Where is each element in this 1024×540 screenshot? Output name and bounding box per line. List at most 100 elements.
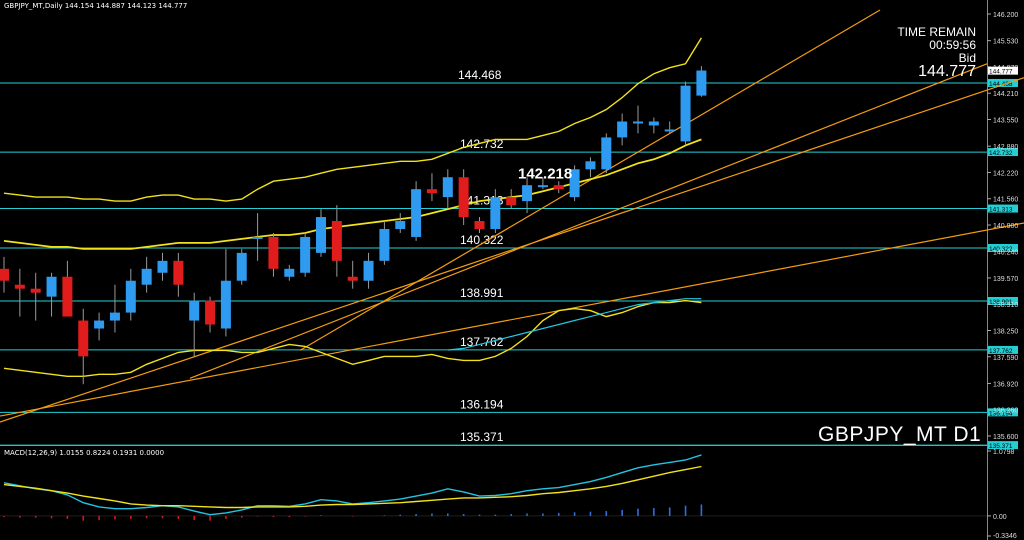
- level-tag-label: 136.194: [989, 410, 1013, 417]
- time-remain-value: 00:59:56: [929, 38, 976, 52]
- bid-label: Bid: [958, 51, 976, 65]
- level-label: 135.371: [460, 430, 504, 444]
- candle-bear: [62, 276, 73, 317]
- macd-signal-line: [3, 465, 702, 509]
- axis-tick-label: 137.590: [993, 355, 1018, 362]
- candle-bear: [268, 236, 279, 269]
- macd-axis-label: 1.0798: [993, 449, 1015, 456]
- candle-bull: [284, 268, 295, 277]
- candle-bear: [14, 284, 25, 289]
- axis-tick-label: 145.530: [993, 39, 1018, 46]
- candle-bull: [379, 228, 390, 261]
- candle-bull: [236, 252, 247, 281]
- candlesticks: [0, 66, 707, 385]
- candle-bull: [569, 169, 580, 198]
- macd-pane: 1.0798 0.00 -0.3346: [0, 449, 1017, 540]
- axis-tick-label: 138.910: [993, 302, 1018, 309]
- indicator-overlays: [3, 37, 702, 377]
- candle-bull: [664, 129, 675, 132]
- level-label: 138.991: [460, 286, 504, 300]
- lower-band-line: [3, 299, 702, 377]
- candle-bull: [633, 121, 643, 124]
- middle-band-line: [3, 138, 702, 250]
- time-remain-label: TIME REMAIN: [897, 25, 976, 39]
- level-tag: [988, 345, 1018, 354]
- axis-tick-label: 140.240: [993, 249, 1018, 256]
- level-tag-label: 144.468: [989, 81, 1013, 88]
- symbol-watermark: GBPJPY_MT D1: [818, 423, 982, 446]
- macd-label: MACD(12,26,9) 1.0155 0.8224 0.1931 0.000…: [4, 449, 165, 457]
- level-tag: [988, 244, 1018, 253]
- current-price-tag: [988, 66, 1018, 75]
- price-annotation: 142.218: [518, 166, 572, 183]
- symbol-period: GBPJPY_MT,Daily: [4, 2, 63, 10]
- candle-bull: [316, 217, 326, 253]
- candle-bear: [205, 300, 216, 325]
- candle-bull: [680, 85, 691, 142]
- trend-line: [0, 222, 1024, 417]
- candle-bull: [252, 236, 263, 239]
- candle-bull: [46, 276, 57, 297]
- annotations: 142.218: [518, 166, 572, 183]
- candle-bull: [585, 161, 596, 170]
- candle-bear: [331, 221, 342, 261]
- level-tag: [988, 441, 1018, 450]
- candle-bull: [109, 312, 120, 321]
- candle-bull: [363, 260, 374, 281]
- axis-tick-label: 135.600: [993, 434, 1018, 441]
- candle-bull: [411, 189, 422, 237]
- axis-tick-label: 144.210: [993, 91, 1018, 98]
- ohlc-values: 144.154 144.887 144.123 144.777: [64, 2, 188, 10]
- moving-average-line: [447, 298, 702, 351]
- chart-header-info: GBPJPY_MT,Daily 144.154 144.887 144.123 …: [4, 2, 187, 10]
- candle-bear: [347, 276, 358, 281]
- axis-tick-label: 140.900: [993, 223, 1018, 230]
- candle-bear: [506, 197, 517, 206]
- level-tag: [988, 296, 1018, 305]
- candle-bear: [30, 288, 41, 293]
- candle-bull: [125, 280, 136, 313]
- candle-bull: [537, 185, 548, 188]
- candle-bear: [474, 221, 485, 229]
- candle-bear: [426, 189, 437, 194]
- axis-tick-label: 146.200: [993, 12, 1018, 19]
- axis-tick-label: 136.920: [993, 381, 1018, 388]
- candle-bull: [141, 268, 152, 285]
- candle-bear: [458, 177, 469, 218]
- candle-bull: [648, 121, 659, 126]
- candle-bull: [601, 137, 612, 170]
- upper-band-line: [3, 37, 702, 202]
- candle-bull: [157, 260, 168, 273]
- candle-bull: [442, 177, 453, 198]
- axis-tick-label: 138.250: [993, 329, 1018, 336]
- macd-axis-label: 0.00: [993, 514, 1007, 521]
- current-price-tag-label: 144.777: [989, 69, 1013, 76]
- level-tag: [988, 204, 1018, 213]
- level-tag-label: 140.322: [989, 246, 1013, 253]
- level-tag: [988, 408, 1018, 417]
- level-tag: [988, 148, 1018, 157]
- candle-bull: [300, 236, 311, 273]
- level-tag-label: 137.762: [989, 348, 1013, 355]
- level-label: 140.322: [460, 233, 504, 247]
- candle-bear: [0, 268, 9, 281]
- axis-tick-label: 141.560: [993, 197, 1018, 204]
- level-label: 144.468: [458, 68, 502, 82]
- bid-value: 144.777: [918, 63, 976, 80]
- axis-tick-label: 139.570: [993, 276, 1018, 283]
- level-label: 137.762: [460, 335, 504, 349]
- candle-bear: [553, 185, 564, 190]
- candle-bull: [617, 121, 628, 138]
- candle-bear: [173, 260, 184, 285]
- axis-tick-label: 142.880: [993, 144, 1018, 151]
- level-tag-label: 135.371: [989, 443, 1013, 450]
- macd-axis-label: -0.3346: [993, 533, 1017, 540]
- trend-line: [0, 77, 1024, 423]
- candle-bull: [220, 280, 231, 329]
- axis-tick-label: 143.550: [993, 118, 1018, 125]
- candle-bull: [696, 70, 707, 96]
- level-tag-label: 142.732: [989, 150, 1013, 157]
- level-tag-label: 138.991: [989, 299, 1013, 306]
- level-tag-label: 141.313: [989, 207, 1013, 214]
